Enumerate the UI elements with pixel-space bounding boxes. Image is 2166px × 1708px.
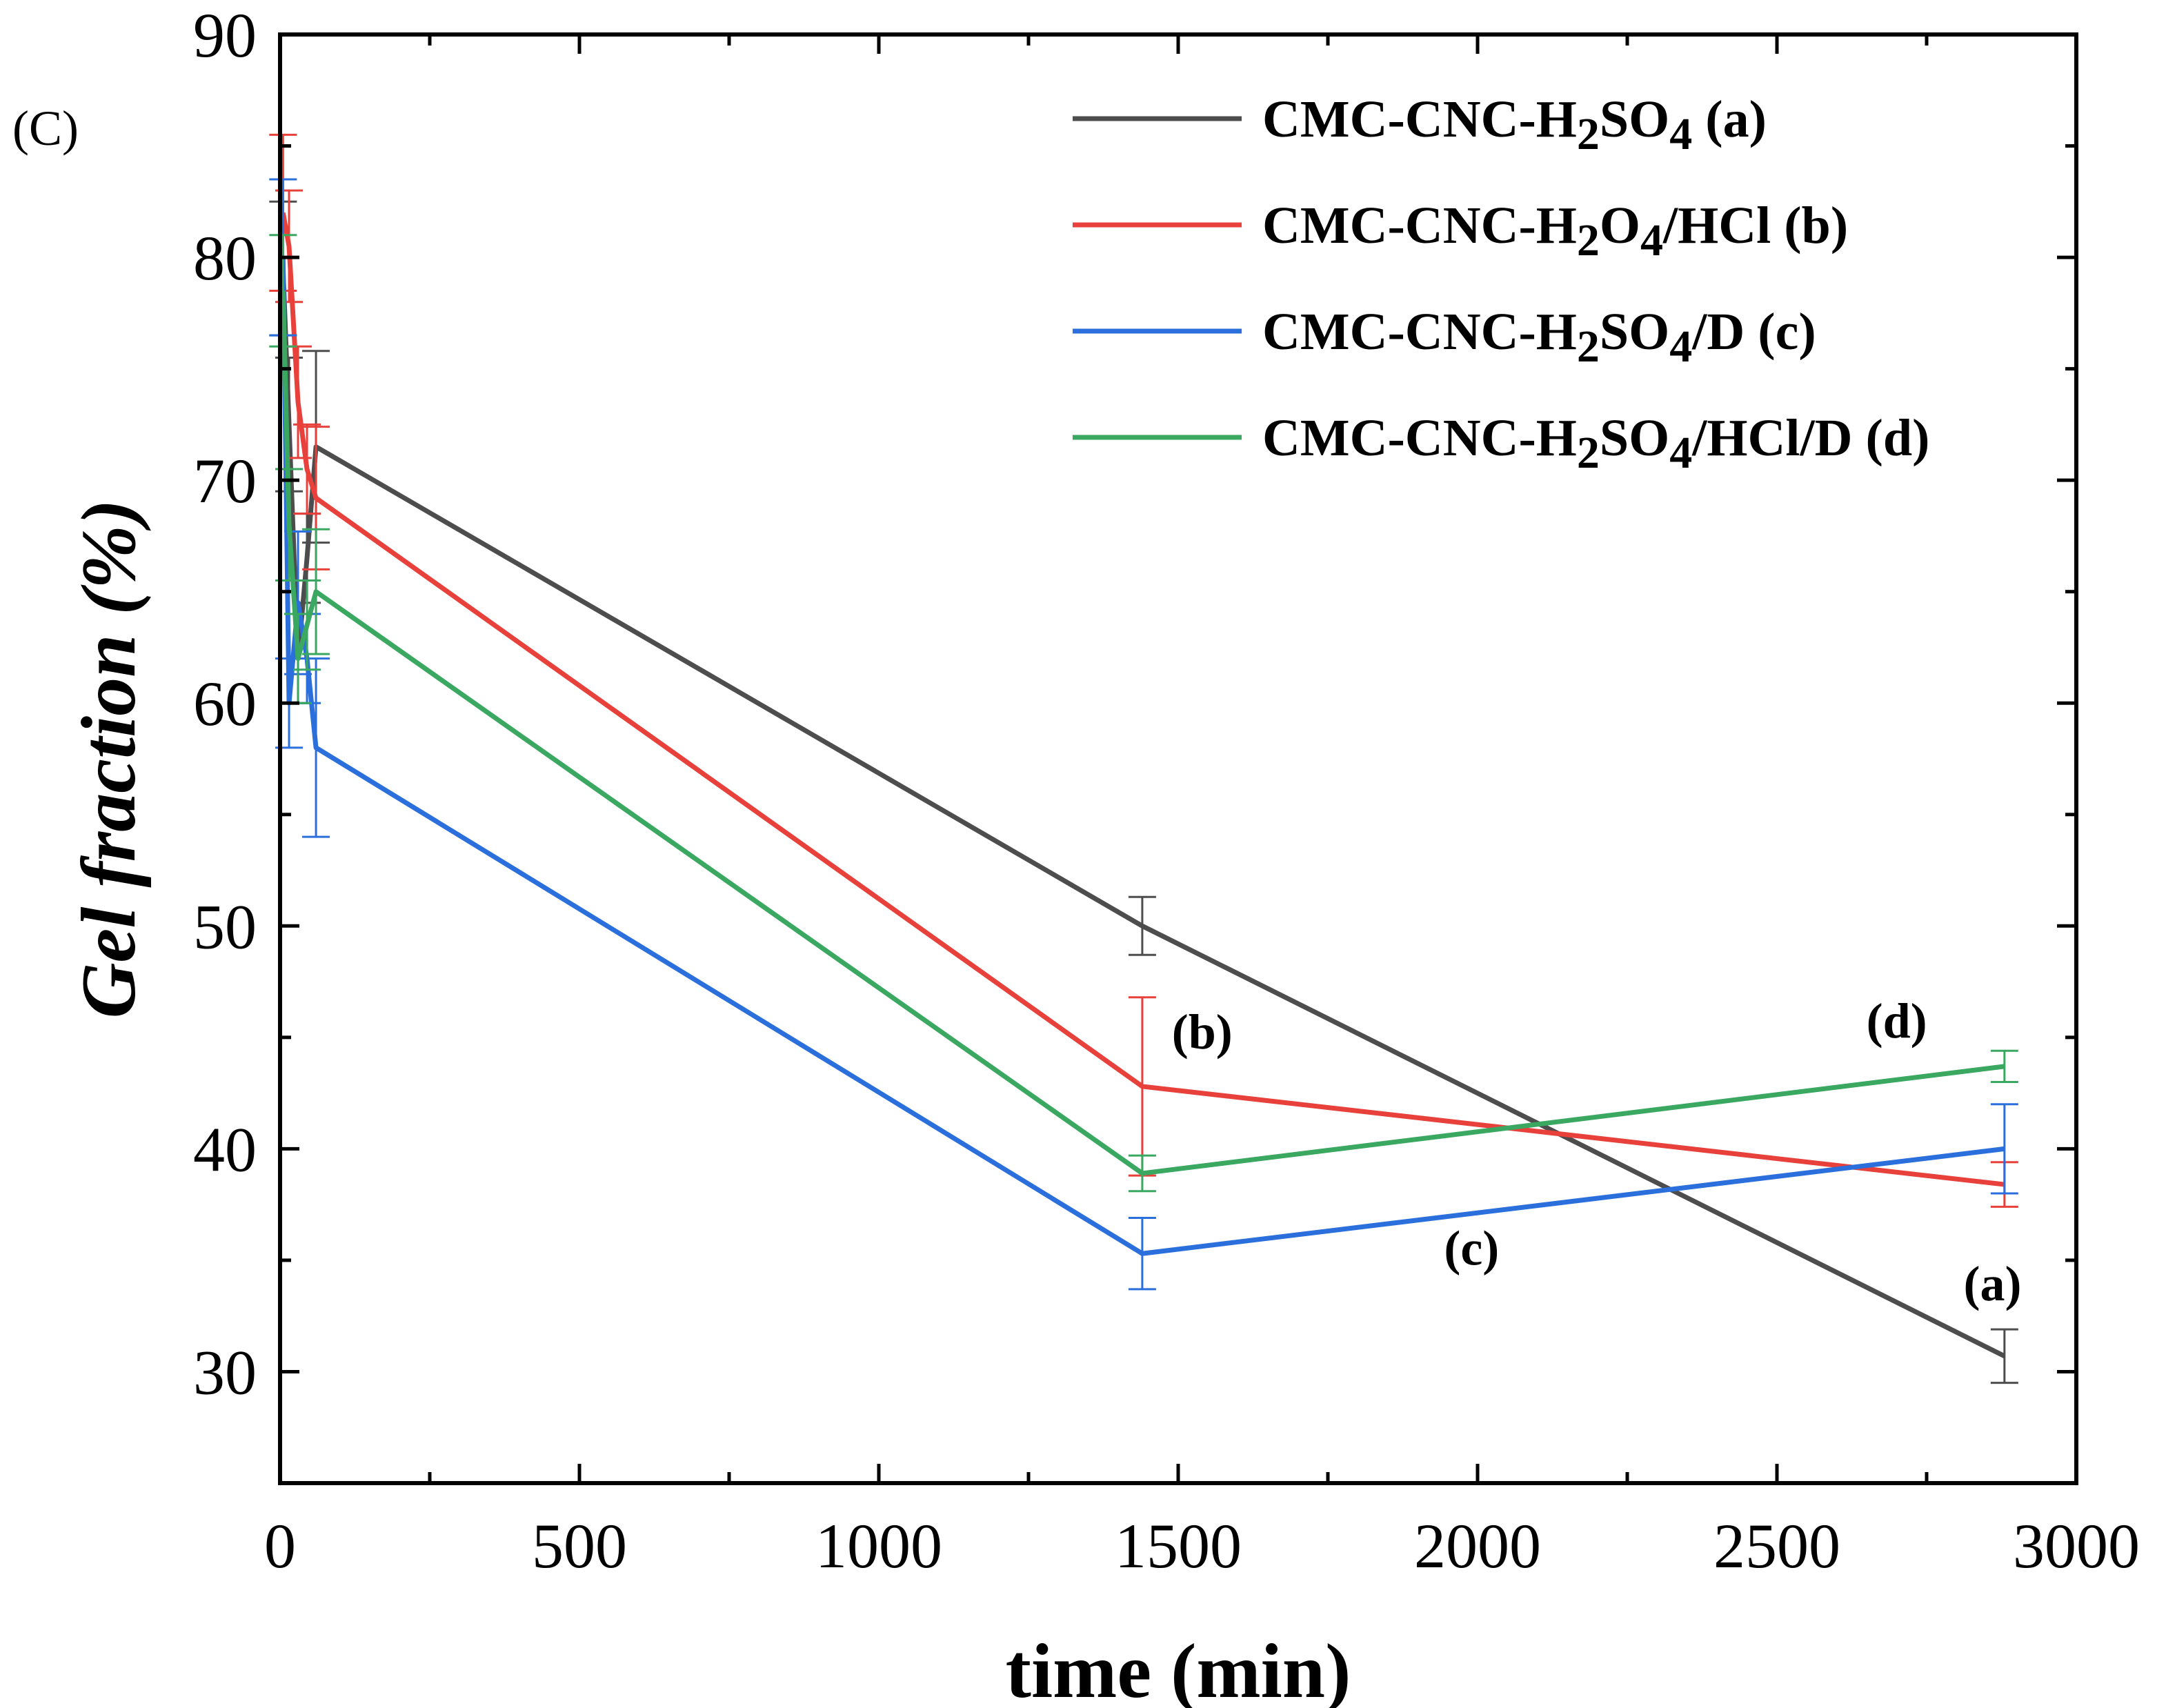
error-bar	[1990, 1328, 2018, 1384]
y-tick-label: 80	[193, 223, 257, 293]
x-tick-label: 1000	[815, 1511, 942, 1581]
series-b	[269, 133, 2018, 1208]
error-bar	[1128, 1217, 1156, 1291]
series-annotation: (d)	[1867, 993, 1927, 1049]
x-tick-label: 2000	[1414, 1511, 1541, 1581]
error-bar	[269, 234, 297, 348]
y-tick-label: 90	[193, 0, 257, 70]
legend: CMC-CNC-H2SO4 (a) CMC-CNC-H2O4/HCl (b) CMC…	[1073, 90, 1929, 478]
x-tick-label: 0	[264, 1511, 296, 1581]
legend-entry: CMC-CNC-H2O4/HCl (b)	[1262, 197, 1848, 266]
panel-label: (C)	[12, 101, 79, 156]
y-tick-label: 60	[193, 668, 257, 739]
series-annotation: (a)	[1964, 1256, 2022, 1311]
x-tick-label: 500	[532, 1511, 627, 1581]
x-tick-label: 3000	[2013, 1511, 2140, 1581]
legend-entry: CMC-CNC-H2SO4/HCl/D (d)	[1262, 409, 1929, 478]
error-bar	[1990, 1049, 2018, 1083]
y-tick-label: 30	[193, 1337, 257, 1407]
error-bar	[302, 528, 330, 655]
axes: 0 500 1000 1500 2000 2500 3000 30 40 50 60 70 80 90	[193, 0, 2140, 1581]
y-tick-label: 40	[193, 1114, 257, 1184]
y-tick-label: 70	[193, 446, 257, 516]
legend-entry: CMC-CNC-H2SO4/D (c)	[1262, 303, 1816, 372]
plot-area	[269, 133, 2018, 1384]
x-tick-label: 1500	[1115, 1511, 1242, 1581]
y-axis-title: Gel fraction (%)	[66, 499, 152, 1019]
annotations: (a) (b) (c) (d)	[1172, 993, 2022, 1311]
error-bar	[1128, 895, 1156, 956]
series-annotation: (b)	[1172, 1004, 1233, 1060]
x-axis-title: time (min)	[1006, 1629, 1351, 1708]
series-a	[269, 200, 2018, 1384]
series-d	[269, 234, 2018, 1193]
series-annotation: (c)	[1444, 1220, 1499, 1275]
legend-entry: CMC-CNC-H2SO4 (a)	[1262, 90, 1767, 159]
error-bar	[1128, 1154, 1156, 1193]
series-line	[280, 257, 2005, 1256]
y-tick-label: 50	[193, 891, 257, 962]
x-tick-label: 2500	[1713, 1511, 1840, 1581]
error-bar	[1990, 1103, 2018, 1195]
